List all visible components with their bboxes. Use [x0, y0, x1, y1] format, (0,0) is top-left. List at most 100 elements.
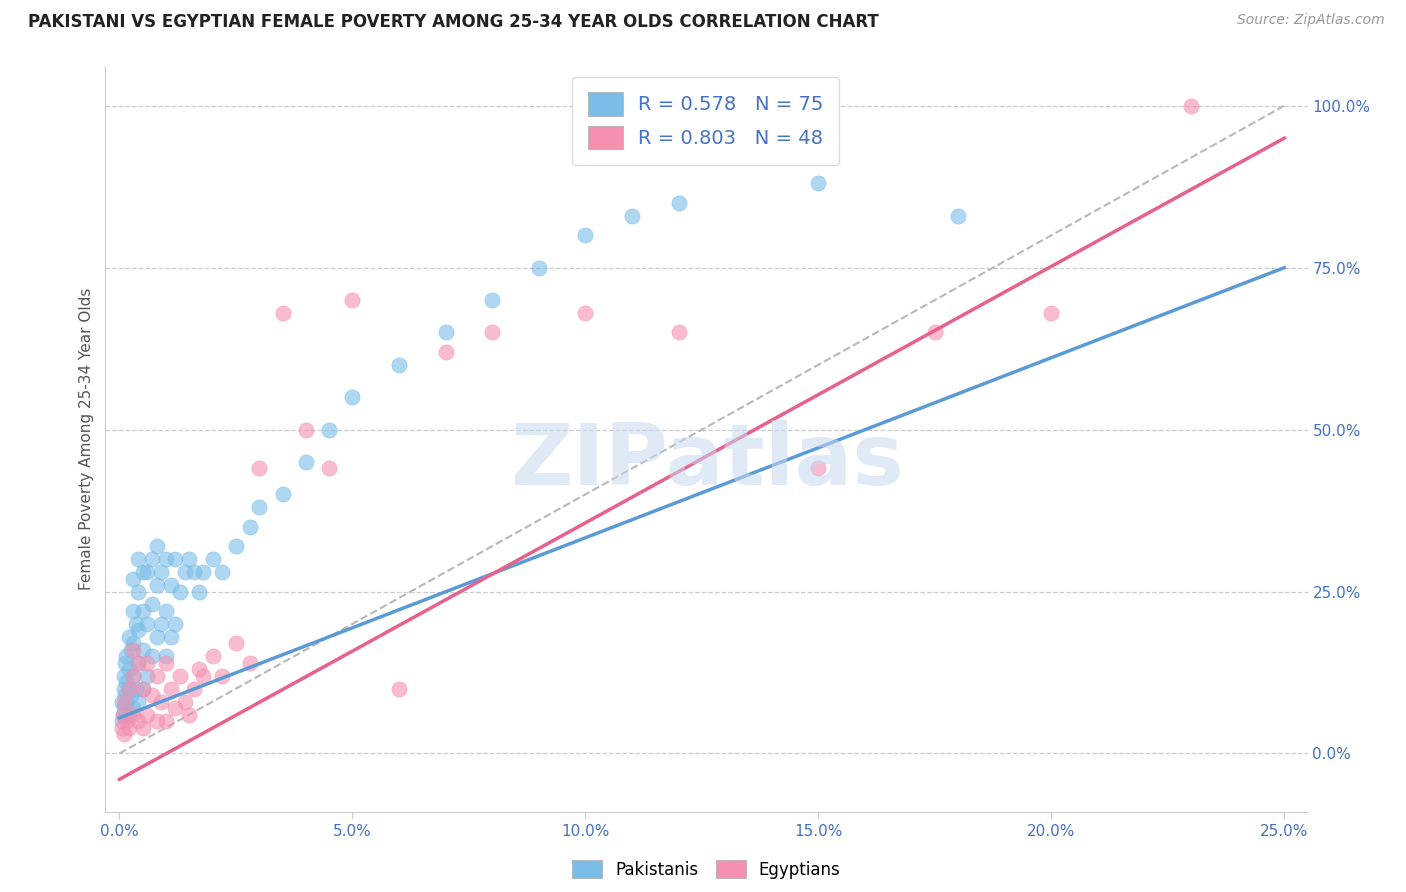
Text: PAKISTANI VS EGYPTIAN FEMALE POVERTY AMONG 25-34 YEAR OLDS CORRELATION CHART: PAKISTANI VS EGYPTIAN FEMALE POVERTY AMO… [28, 13, 879, 31]
Point [122, 604, 145, 618]
Point [173, 565, 195, 579]
Point [201, 649, 224, 664]
Point [668, 326, 690, 340]
Point [132, 604, 155, 618]
Point [155, 604, 177, 618]
Point [145, 714, 167, 728]
Point [225, 539, 247, 553]
Point [924, 326, 946, 340]
Point [388, 358, 411, 372]
Point [201, 552, 224, 566]
Point [136, 616, 159, 631]
Point [114, 688, 136, 702]
Point [165, 701, 187, 715]
Point [132, 565, 155, 579]
Point [159, 578, 181, 592]
Point [132, 681, 155, 696]
Point [388, 681, 411, 696]
Point [183, 565, 205, 579]
Point [187, 584, 209, 599]
Point [1040, 306, 1063, 320]
Point [239, 656, 262, 670]
Point [211, 669, 233, 683]
Point [127, 656, 149, 670]
Point [115, 649, 138, 664]
Point [193, 669, 215, 683]
Point [668, 195, 690, 210]
Point [132, 721, 155, 735]
Point [807, 177, 830, 191]
Point [173, 695, 195, 709]
Y-axis label: Female Poverty Among 25-34 Year Olds: Female Poverty Among 25-34 Year Olds [79, 288, 94, 591]
Point [318, 423, 340, 437]
Point [127, 695, 149, 709]
Point [141, 649, 163, 664]
Point [115, 675, 138, 690]
Point [169, 584, 191, 599]
Point [122, 636, 145, 650]
Point [118, 721, 141, 735]
Point [122, 572, 145, 586]
Text: Source: ZipAtlas.com: Source: ZipAtlas.com [1237, 13, 1385, 28]
Point [115, 714, 138, 728]
Point [169, 669, 191, 683]
Point [122, 701, 145, 715]
Point [141, 598, 163, 612]
Point [155, 714, 177, 728]
Point [141, 552, 163, 566]
Point [132, 642, 155, 657]
Point [187, 662, 209, 676]
Point [155, 649, 177, 664]
Point [127, 624, 149, 638]
Text: ZIPatlas: ZIPatlas [509, 420, 904, 503]
Point [318, 461, 340, 475]
Point [150, 565, 173, 579]
Point [112, 707, 135, 722]
Point [127, 714, 149, 728]
Point [211, 565, 233, 579]
Point [112, 669, 135, 683]
Point [122, 669, 145, 683]
Point [150, 695, 173, 709]
Point [145, 630, 167, 644]
Point [225, 636, 247, 650]
Point [150, 616, 173, 631]
Point [574, 306, 596, 320]
Point [481, 326, 503, 340]
Point [114, 656, 136, 670]
Point [946, 209, 969, 223]
Point [122, 707, 145, 722]
Point [112, 727, 135, 741]
Point [118, 630, 141, 644]
Point [179, 707, 201, 722]
Point [125, 616, 148, 631]
Point [1180, 99, 1202, 113]
Point [145, 539, 167, 553]
Point [136, 565, 159, 579]
Point [145, 669, 167, 683]
Point [295, 455, 318, 469]
Point [127, 656, 149, 670]
Point [155, 656, 177, 670]
Point [136, 656, 159, 670]
Legend: Pakistanis, Egyptians: Pakistanis, Egyptians [565, 854, 848, 886]
Point [136, 707, 159, 722]
Point [193, 565, 215, 579]
Point [118, 681, 141, 696]
Point [118, 681, 141, 696]
Point [295, 423, 318, 437]
Point [122, 669, 145, 683]
Point [247, 461, 270, 475]
Point [434, 326, 457, 340]
Point [145, 578, 167, 592]
Point [342, 390, 364, 404]
Point [132, 681, 155, 696]
Point [239, 520, 262, 534]
Point [159, 681, 181, 696]
Point [122, 642, 145, 657]
Point [118, 662, 141, 676]
Point [111, 714, 134, 728]
Point [141, 688, 163, 702]
Point [120, 688, 142, 702]
Point [118, 707, 141, 722]
